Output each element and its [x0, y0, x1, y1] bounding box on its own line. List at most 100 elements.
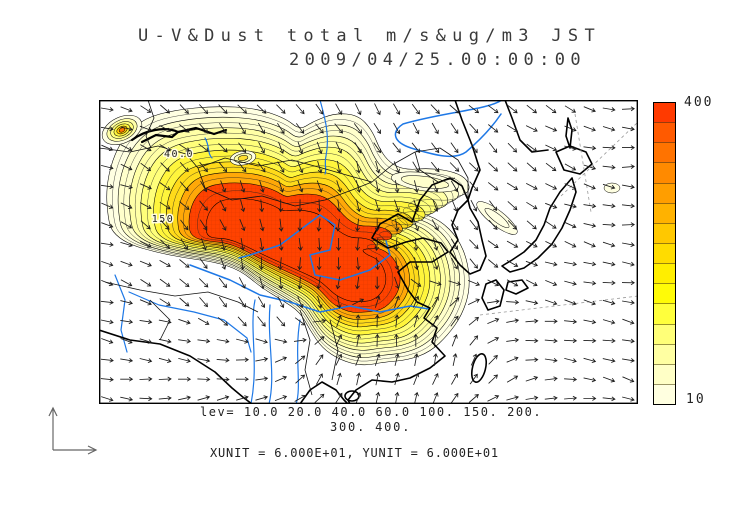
wind-vector: [622, 126, 635, 132]
wind-vector: [602, 396, 616, 402]
wind-vector: [257, 296, 266, 308]
wind-vector: [545, 144, 558, 152]
wind-vector: [294, 317, 306, 326]
wind-vector: [297, 218, 303, 232]
wind-vector: [506, 356, 519, 363]
wind-vector: [120, 202, 133, 210]
coast-shikoku: [505, 279, 529, 295]
wind-vector: [139, 358, 153, 363]
wind-vector: [159, 201, 171, 210]
wind-vector: [564, 125, 577, 132]
wind-vector: [336, 160, 342, 174]
wind-vector: [335, 218, 341, 232]
wind-vector: [583, 164, 597, 171]
wind-vector: [179, 278, 190, 288]
wind-vector: [411, 142, 421, 154]
wind-vector: [449, 162, 460, 172]
wind-vector: [414, 257, 419, 271]
wind-vector: [394, 199, 400, 213]
wind-vector: [394, 314, 400, 328]
wind-vector: [220, 180, 227, 193]
dust-contour-line: [112, 111, 465, 362]
wind-vector: [431, 122, 439, 135]
wind-vector: [315, 354, 324, 366]
wind-vector: [467, 280, 481, 287]
wind-vector: [297, 257, 303, 271]
wind-vector: [468, 298, 480, 305]
wind-vector: [544, 261, 558, 267]
wind-vector: [583, 125, 596, 132]
wind-vector: [315, 103, 324, 115]
dust-spot: [603, 182, 621, 194]
wind-vector: [469, 142, 478, 154]
wind-vector: [432, 314, 439, 328]
wind-vector: [374, 218, 380, 232]
wind-vector: [394, 180, 400, 193]
wind-vector: [564, 183, 577, 190]
wind-vectors-layer: [100, 103, 635, 404]
wind-vector: [334, 123, 344, 134]
wind-vector: [621, 280, 635, 286]
wind-vector: [410, 278, 422, 287]
wind-vector: [101, 396, 114, 402]
wind-vector: [197, 358, 211, 363]
wind-vector: [100, 299, 114, 305]
wind-vector: [199, 104, 209, 115]
wind-vector: [622, 318, 635, 325]
wind-vector: [101, 280, 114, 287]
wind-vector: [506, 182, 519, 190]
wind-vector: [602, 280, 616, 286]
wind-vector: [451, 199, 458, 212]
wind-vector: [431, 142, 440, 154]
colorbar-segment: [654, 304, 675, 325]
wind-vector: [412, 122, 420, 135]
wind-vector: [178, 357, 191, 364]
wind-vector: [414, 391, 419, 404]
wind-vector: [564, 203, 577, 209]
wind-vector: [100, 107, 114, 112]
wind-vector: [506, 240, 519, 248]
wind-vector: [469, 373, 478, 385]
wind-vector: [564, 319, 578, 324]
wind-vector: [179, 104, 189, 114]
wind-vector: [526, 183, 538, 190]
wind-vector: [526, 201, 538, 210]
dust-contour-line: [171, 166, 415, 324]
wind-vector: [545, 125, 558, 132]
wind-vector: [120, 106, 133, 113]
wind-vector: [449, 104, 460, 114]
wind-vector: [295, 104, 305, 115]
wind-vector: [413, 218, 420, 232]
wind-vector: [394, 276, 400, 290]
wind-vector: [470, 199, 478, 212]
wind-vector: [432, 392, 439, 404]
dust-contour-ring: [205, 198, 387, 302]
wind-vector: [314, 393, 325, 404]
wind-vector: [375, 372, 381, 386]
wind-vector: [355, 218, 360, 232]
wind-vector: [487, 104, 499, 114]
wind-vector: [179, 162, 189, 173]
wind-vector: [374, 314, 380, 328]
wind-vector: [336, 180, 342, 193]
wind-vector: [297, 237, 303, 251]
wind-vector: [140, 279, 152, 287]
wind-vector: [506, 260, 519, 268]
wind-vector: [336, 372, 342, 386]
wind-vector: [139, 183, 152, 190]
wind-vector: [564, 105, 577, 113]
wind-vector: [276, 316, 286, 327]
wind-vector: [139, 396, 153, 402]
wind-vector: [432, 199, 439, 212]
wind-vector: [487, 279, 500, 287]
wind-vector: [295, 123, 305, 134]
wind-vector: [450, 392, 459, 404]
border-sea2: [329, 319, 339, 381]
map-plot: 40.0 150: [98, 99, 638, 405]
wind-vector: [413, 180, 419, 193]
wind-vector: [159, 125, 172, 132]
coast-indochina: [299, 381, 349, 404]
wind-vector: [621, 106, 635, 112]
wind-vector: [274, 375, 288, 382]
wind-vector: [468, 393, 479, 403]
